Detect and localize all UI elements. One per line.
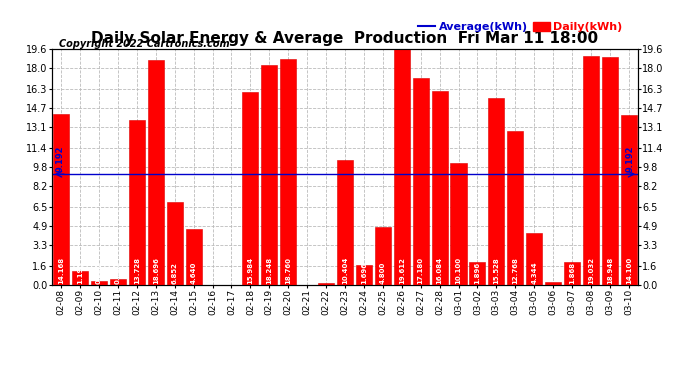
Bar [394, 49, 410, 285]
Text: 0.356: 0.356 [96, 262, 102, 284]
Bar [186, 229, 201, 285]
Bar [110, 279, 126, 285]
Text: 14.168: 14.168 [58, 257, 64, 284]
Bar [167, 202, 183, 285]
Bar [148, 60, 164, 285]
Bar [451, 163, 466, 285]
Text: 18.760: 18.760 [285, 257, 291, 284]
Text: 9.192: 9.192 [625, 146, 634, 172]
Bar [526, 232, 542, 285]
Text: 15.528: 15.528 [493, 258, 500, 284]
Text: 19.032: 19.032 [588, 257, 594, 284]
Text: 4.640: 4.640 [190, 262, 197, 284]
Text: 4.800: 4.800 [380, 262, 386, 284]
Text: 13.728: 13.728 [134, 257, 140, 284]
Bar [53, 114, 69, 285]
Text: 9.192: 9.192 [56, 146, 65, 172]
Bar [545, 282, 561, 285]
Text: 10.100: 10.100 [455, 257, 462, 284]
Bar [564, 262, 580, 285]
Bar [262, 65, 277, 285]
Text: 18.696: 18.696 [152, 258, 159, 284]
Text: 19.612: 19.612 [399, 258, 405, 284]
Bar [602, 57, 618, 285]
Title: Daily Solar Energy & Average  Production  Fri Mar 11 18:00: Daily Solar Energy & Average Production … [92, 31, 598, 46]
Text: 17.180: 17.180 [417, 257, 424, 284]
Text: 15.984: 15.984 [248, 257, 253, 284]
Text: 1.896: 1.896 [475, 262, 480, 284]
Bar [91, 281, 107, 285]
Text: 16.084: 16.084 [437, 257, 442, 284]
Bar [431, 91, 448, 285]
Bar [129, 120, 145, 285]
Bar [507, 131, 523, 285]
Text: 1.868: 1.868 [569, 262, 575, 284]
Bar [280, 59, 296, 285]
Text: 1.696: 1.696 [361, 262, 367, 284]
Text: 4.344: 4.344 [531, 262, 538, 284]
Text: 14.100: 14.100 [626, 257, 632, 284]
Bar [489, 98, 504, 285]
Text: 12.768: 12.768 [512, 258, 518, 284]
Bar [318, 282, 334, 285]
Bar [356, 264, 372, 285]
Legend: Average(kWh), Daily(kWh): Average(kWh), Daily(kWh) [414, 18, 627, 37]
Text: 10.404: 10.404 [342, 257, 348, 284]
Text: 18.248: 18.248 [266, 257, 273, 284]
Bar [413, 78, 428, 285]
Text: 6.852: 6.852 [172, 262, 178, 284]
Bar [72, 271, 88, 285]
Bar [375, 227, 391, 285]
Text: 18.948: 18.948 [607, 257, 613, 284]
Bar [621, 115, 637, 285]
Text: 1.196: 1.196 [77, 262, 83, 284]
Text: 0.480: 0.480 [115, 262, 121, 284]
Bar [337, 160, 353, 285]
Bar [583, 56, 599, 285]
Bar [469, 262, 486, 285]
Bar [242, 92, 259, 285]
Text: Copyright 2022 Cartronics.com: Copyright 2022 Cartronics.com [59, 39, 229, 50]
